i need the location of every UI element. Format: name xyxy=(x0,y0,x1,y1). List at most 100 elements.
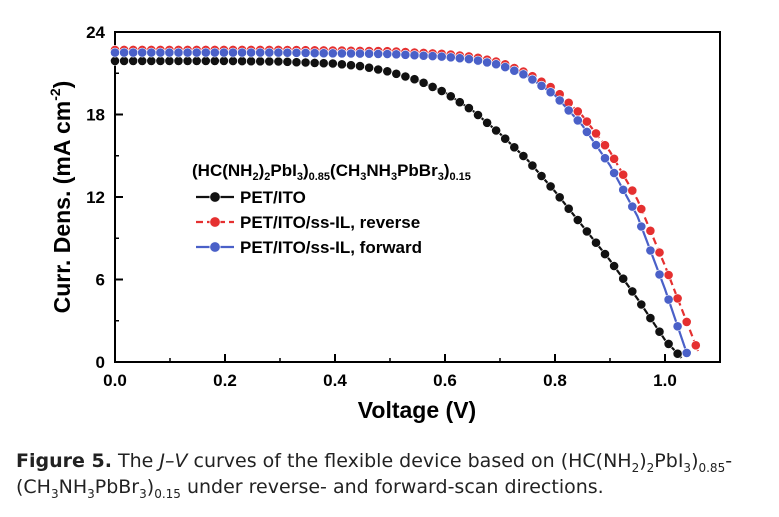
data-point xyxy=(173,56,184,66)
data-point xyxy=(672,293,683,304)
legend-label: PET/ITO xyxy=(240,188,306,207)
y-tick-label: 12 xyxy=(86,188,105,207)
data-point xyxy=(173,47,184,58)
figure-label: Figure 5. xyxy=(16,450,112,472)
data-point xyxy=(618,169,629,180)
data-point xyxy=(191,56,202,66)
data-point xyxy=(128,56,139,66)
data-point xyxy=(600,249,610,259)
data-point xyxy=(137,56,148,66)
data-point xyxy=(445,91,456,102)
data-point xyxy=(491,125,501,136)
data-point xyxy=(591,140,601,150)
data-point xyxy=(119,47,129,58)
caption-sub: 3 xyxy=(139,486,147,501)
data-point xyxy=(654,247,665,258)
data-point xyxy=(582,126,592,137)
legend-label: PET/ITO/ss-IL, forward xyxy=(240,238,422,257)
caption-text: under reverse- and forward-scan directio… xyxy=(180,476,604,498)
data-point xyxy=(681,316,692,327)
data-point xyxy=(663,270,674,280)
data-point xyxy=(454,53,465,64)
data-point xyxy=(373,49,384,59)
caption-text: PbBr xyxy=(94,476,140,498)
data-point xyxy=(636,221,647,232)
data-point xyxy=(318,48,329,59)
data-point xyxy=(663,338,674,349)
data-point xyxy=(110,56,120,66)
series-line xyxy=(115,51,689,355)
data-point xyxy=(273,47,284,58)
data-point xyxy=(645,245,656,256)
data-point xyxy=(654,269,665,280)
data-point xyxy=(164,47,175,58)
data-point xyxy=(110,47,120,58)
series-line xyxy=(115,48,700,352)
data-point xyxy=(554,192,565,203)
data-point xyxy=(291,57,302,68)
axis-ticks: 0.0 0.2 0.4 0.6 0.8 1.0 0 6 12 18 24 xyxy=(86,23,677,390)
data-point xyxy=(454,97,465,108)
data-point xyxy=(518,69,529,80)
caption-sub: 0.85 xyxy=(698,460,726,475)
data-point xyxy=(146,47,157,58)
legend-marker xyxy=(209,241,221,253)
data-point xyxy=(518,151,529,161)
data-point xyxy=(681,347,692,358)
legend-marker xyxy=(209,216,221,228)
data-point xyxy=(582,226,592,237)
series-0 xyxy=(110,56,683,359)
data-point xyxy=(536,171,547,181)
data-point xyxy=(545,87,556,98)
data-point xyxy=(609,168,619,178)
data-point xyxy=(273,56,284,67)
data-point xyxy=(436,51,447,62)
data-point xyxy=(255,47,266,58)
data-point xyxy=(409,50,420,61)
caption-text: The xyxy=(111,450,160,472)
x-tick-label: 0.4 xyxy=(323,371,347,390)
data-point xyxy=(327,58,338,69)
series-2 xyxy=(110,47,692,358)
data-point xyxy=(482,117,492,128)
data-point xyxy=(418,50,429,61)
legend-label: PET/ITO/ss-IL, reverse xyxy=(240,213,420,232)
data-point xyxy=(346,48,356,59)
caption-sub: 2 xyxy=(646,460,655,475)
data-point xyxy=(436,86,447,96)
data-point xyxy=(418,77,429,88)
data-point xyxy=(300,48,311,58)
data-point xyxy=(618,273,629,284)
data-point xyxy=(327,48,338,59)
data-point xyxy=(527,160,538,171)
data-point xyxy=(291,47,302,58)
data-point xyxy=(191,47,202,58)
data-point xyxy=(636,204,647,214)
data-point xyxy=(491,59,501,70)
data-point xyxy=(690,340,701,351)
data-point xyxy=(137,47,148,58)
data-point xyxy=(663,294,674,305)
data-point xyxy=(672,321,683,332)
data-point xyxy=(300,57,311,68)
data-point xyxy=(554,95,565,106)
data-point xyxy=(255,56,266,67)
legend: (HC(NH2)2PbI3)0.85(CH3NH3PbBr3)0.15 PET/… xyxy=(192,161,471,257)
data-point xyxy=(246,47,256,58)
data-point xyxy=(427,82,438,92)
data-point xyxy=(591,128,601,139)
data-point xyxy=(373,64,384,75)
data-point xyxy=(445,52,456,63)
data-point xyxy=(391,49,402,60)
data-point xyxy=(182,56,193,66)
data-point xyxy=(336,59,347,70)
legend-title: (HC(NH2)2PbI3)0.85(CH3NH3PbBr3)0.15 xyxy=(192,161,471,183)
data-point xyxy=(591,237,601,248)
data-point xyxy=(155,47,166,58)
data-point xyxy=(482,57,492,68)
data-point xyxy=(228,56,238,66)
series-line xyxy=(115,59,683,359)
data-point xyxy=(500,133,511,144)
data-point xyxy=(427,51,438,61)
y-axis-label: Curr. Dens. (mA cm-2) xyxy=(47,81,75,314)
